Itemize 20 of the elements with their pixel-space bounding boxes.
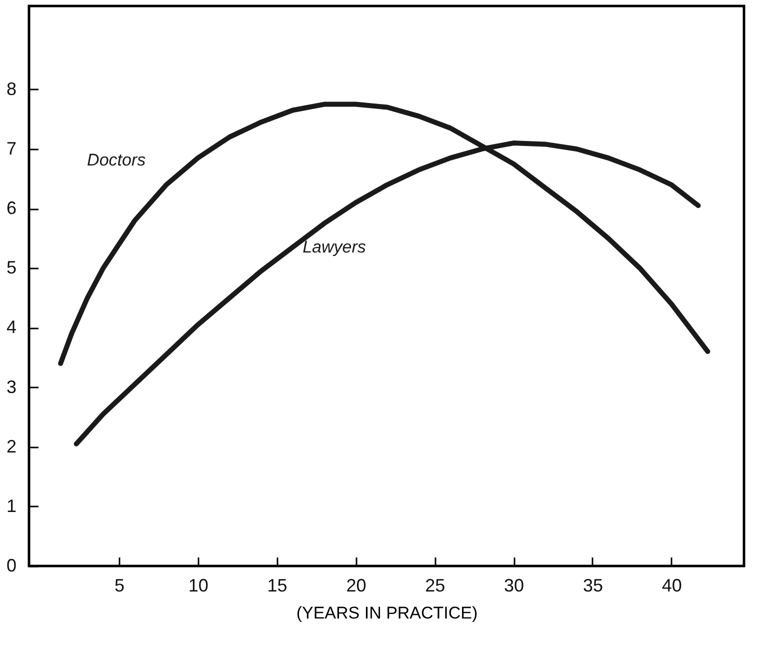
x-tick-label: 25 (425, 576, 446, 596)
x-tick-label: 5 (114, 576, 124, 596)
x-axis-title: (YEARS IN PRACTICE) (296, 604, 478, 622)
y-tick-label: 0 (6, 556, 16, 576)
y-tick-label: 4 (6, 317, 16, 338)
x-tick-label: 30 (504, 576, 524, 596)
y-tick-label: 7 (6, 138, 16, 158)
x-tick-label: 15 (267, 576, 288, 596)
y-tick-label: 8 (6, 78, 16, 99)
x-tick-label: 40 (662, 576, 682, 596)
y-tick-label: 1 (6, 496, 16, 516)
series-label: Doctors (87, 150, 146, 170)
x-tick-label: 20 (346, 576, 366, 596)
y-tick-label: 3 (6, 376, 16, 397)
series-label: Lawyers (302, 237, 366, 256)
y-tick-label: 2 (6, 436, 16, 456)
y-tick-label: 5 (6, 258, 16, 278)
x-tick-label: 35 (582, 576, 603, 596)
x-tick-label: 10 (188, 576, 208, 596)
y-tick-label: 6 (6, 198, 16, 218)
